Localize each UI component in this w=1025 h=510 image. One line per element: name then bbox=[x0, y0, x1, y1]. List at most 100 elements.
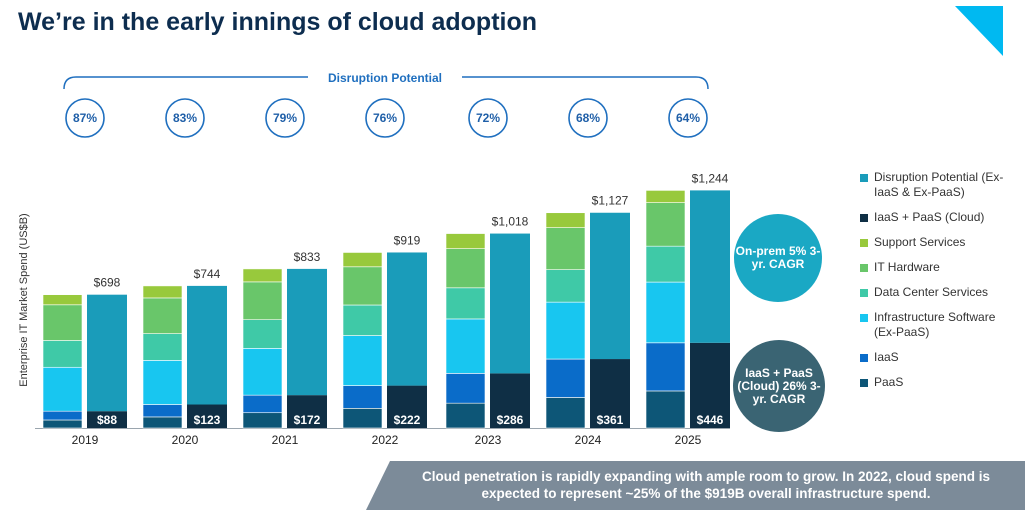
bar-segment-paas bbox=[142, 416, 183, 429]
disruption-potential-label: 64% bbox=[676, 111, 700, 125]
chart-legend: Disruption Potential (Ex-IaaS & Ex-PaaS)… bbox=[860, 170, 1020, 400]
stacked-bar-chart: Enterprise IT Market Spend (US$B) $698 $88… bbox=[18, 71, 730, 447]
legend-swatch bbox=[860, 239, 868, 247]
legend-label: Infrastructure Software (Ex-PaaS) bbox=[874, 310, 996, 339]
bar-segment-datacenter bbox=[445, 287, 486, 320]
bar-segment-support bbox=[445, 233, 486, 249]
x-tick-label: 2021 bbox=[272, 433, 299, 447]
bar-segment-support bbox=[645, 190, 686, 203]
bar-segment-paas bbox=[42, 419, 83, 429]
bar-segment-disruption bbox=[490, 233, 530, 374]
legend-item-iaas: IaaS bbox=[860, 350, 1020, 365]
legend-item-cloud: IaaS + PaaS (Cloud) bbox=[860, 210, 1020, 225]
x-tick-label: 2024 bbox=[575, 433, 602, 447]
cloud-value-label: $286 bbox=[497, 413, 524, 427]
legend-item-disruption: Disruption Potential (Ex-IaaS & Ex-PaaS) bbox=[860, 170, 1020, 200]
bar-segment-paas bbox=[445, 402, 486, 429]
bar-segment-iaas bbox=[645, 342, 686, 392]
summary-banner: Cloud penetration is rapidly expanding w… bbox=[366, 461, 1025, 510]
cloud-value-label: $222 bbox=[394, 413, 421, 427]
x-tick-label: 2023 bbox=[475, 433, 502, 447]
legend-item-paas: PaaS bbox=[860, 375, 1020, 390]
cloud-value-label: $446 bbox=[697, 413, 724, 427]
bar-segment-infra_software bbox=[545, 301, 586, 360]
disruption-potential-label: 76% bbox=[373, 111, 397, 125]
bar-segment-hardware bbox=[42, 304, 83, 341]
bar-segment-disruption bbox=[387, 252, 427, 386]
bar-segment-datacenter bbox=[545, 269, 586, 303]
onprem-cagr-callout: On-prem 5% 3-yr. CAGR bbox=[734, 214, 822, 302]
bar-segment-infra_software bbox=[645, 281, 686, 344]
bar-segment-cloud bbox=[490, 373, 530, 428]
bar-segment-hardware bbox=[242, 281, 283, 321]
total-label: $1,018 bbox=[492, 215, 529, 229]
bar-segment-infra_software bbox=[342, 335, 383, 386]
cloud-value-label: $361 bbox=[597, 413, 624, 427]
bar-segment-paas bbox=[342, 408, 383, 429]
bar-segment-cloud bbox=[690, 342, 730, 428]
bar-segment-cloud bbox=[387, 385, 427, 428]
summary-banner-text: Cloud penetration is rapidly expanding w… bbox=[421, 469, 991, 501]
corner-triangle-decoration bbox=[955, 6, 1003, 56]
disruption-potential-label: 68% bbox=[576, 111, 600, 125]
bar-segment-cloud bbox=[287, 395, 327, 428]
total-label: $698 bbox=[94, 276, 121, 290]
y-axis-label: Enterprise IT Market Spend (US$B) bbox=[18, 213, 30, 386]
bar-segment-iaas bbox=[242, 394, 283, 414]
bar-segment-hardware bbox=[545, 227, 586, 270]
legend-label: Disruption Potential (Ex-IaaS & Ex-PaaS) bbox=[874, 170, 1004, 199]
bar-segment-paas bbox=[645, 390, 686, 429]
legend-item-datacenter: Data Center Services bbox=[860, 285, 1020, 300]
disruption-potential-circle bbox=[568, 98, 608, 138]
bar-segment-hardware bbox=[645, 202, 686, 247]
bar-segment-disruption bbox=[187, 285, 227, 405]
legend-swatch bbox=[860, 214, 868, 222]
disruption-potential-circle bbox=[468, 98, 508, 138]
bar-segment-iaas bbox=[545, 358, 586, 398]
x-tick-label: 2022 bbox=[372, 433, 399, 447]
bar-segment-infra_software bbox=[445, 318, 486, 374]
total-label: $833 bbox=[294, 250, 321, 264]
x-tick-label: 2019 bbox=[72, 433, 99, 447]
disruption-potential-circle bbox=[65, 98, 105, 138]
disruption-potential-circle bbox=[265, 98, 305, 138]
disruption-potential-label: 79% bbox=[273, 111, 297, 125]
bar-segment-paas bbox=[545, 397, 586, 429]
bar-segment-disruption bbox=[287, 268, 327, 396]
legend-label: PaaS bbox=[874, 375, 904, 389]
bar-segment-support bbox=[142, 285, 183, 299]
bar-segment-support bbox=[42, 294, 83, 306]
legend-swatch bbox=[860, 264, 868, 272]
total-label: $919 bbox=[394, 233, 421, 247]
legend-swatch bbox=[860, 289, 868, 297]
bar-segment-hardware bbox=[342, 266, 383, 306]
disruption-potential-circle bbox=[365, 98, 405, 138]
bar-segment-support bbox=[545, 212, 586, 228]
bar-segment-iaas bbox=[445, 373, 486, 404]
brace-label: Disruption Potential bbox=[328, 71, 442, 85]
legend-swatch bbox=[860, 354, 868, 362]
disruption-potential-label: 72% bbox=[476, 111, 500, 125]
legend-label: IaaS + PaaS (Cloud) bbox=[874, 210, 985, 224]
brace-right bbox=[462, 76, 709, 90]
cloud-value-label: $123 bbox=[194, 413, 221, 427]
legend-swatch bbox=[860, 379, 868, 387]
bar-segment-disruption bbox=[590, 212, 630, 360]
cloud-value-label: $88 bbox=[97, 413, 117, 427]
bar-segment-datacenter bbox=[242, 319, 283, 349]
bar-segment-hardware bbox=[142, 297, 183, 334]
x-tick-label: 2025 bbox=[675, 433, 702, 447]
legend-item-infra_software: Infrastructure Software (Ex-PaaS) bbox=[860, 310, 1020, 340]
disruption-potential-circle bbox=[165, 98, 205, 138]
bar-segment-hardware bbox=[445, 248, 486, 289]
bar-segment-cloud bbox=[87, 411, 127, 428]
page-title: We’re in the early innings of cloud adop… bbox=[18, 8, 538, 36]
bar-segment-iaas bbox=[142, 404, 183, 418]
bar-segment-infra_software bbox=[42, 366, 83, 412]
legend-label: IaaS bbox=[874, 350, 899, 364]
bar-segment-datacenter bbox=[342, 304, 383, 336]
disruption-potential-circle bbox=[668, 98, 708, 138]
legend-item-support: Support Services bbox=[860, 235, 1020, 250]
bar-segment-iaas bbox=[342, 385, 383, 409]
legend-label: Data Center Services bbox=[874, 285, 989, 299]
